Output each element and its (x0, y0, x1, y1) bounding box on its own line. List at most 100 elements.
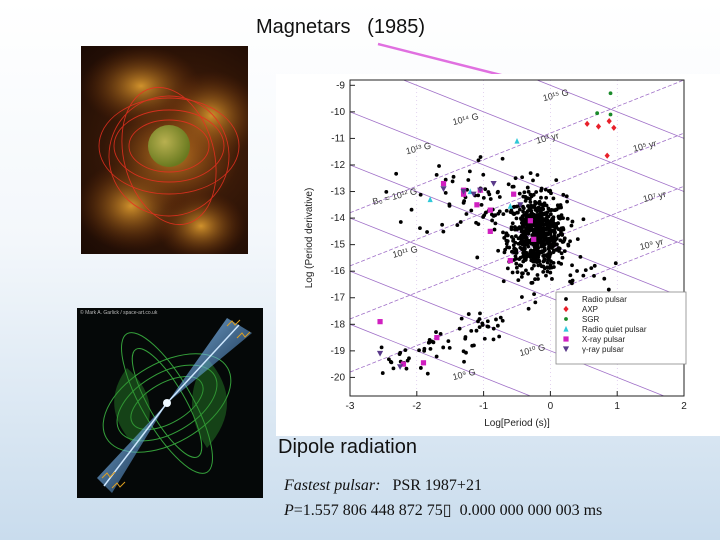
field-line (535, 80, 684, 139)
radio-pulsar-point (482, 336, 487, 341)
radio-pulsar-point (531, 178, 535, 183)
series-axp (584, 118, 617, 159)
radio-pulsar-point (541, 269, 546, 274)
data-point (490, 180, 497, 187)
radio-pulsar-point (481, 215, 486, 219)
radio-pulsar-point (441, 345, 446, 350)
data-point (606, 118, 612, 125)
radio-pulsar-point (513, 234, 518, 239)
radio-pulsar-point (524, 240, 529, 245)
radio-pulsar-point (446, 339, 451, 344)
radio-pulsar-point (532, 227, 537, 232)
data-point (460, 188, 467, 195)
radio-pulsar-point (560, 232, 565, 237)
radio-pulsar-point (496, 248, 501, 253)
radio-pulsar-point (554, 207, 559, 212)
radio-pulsar-point (535, 242, 540, 247)
radio-pulsar-point (518, 245, 523, 250)
radio-pulsar-point (539, 237, 544, 242)
radio-pulsar-point (539, 211, 544, 215)
radio-pulsar-point (526, 271, 530, 276)
radio-pulsar-point (417, 348, 421, 353)
radio-pulsar-point (583, 268, 588, 273)
radio-pulsar-point (523, 257, 528, 262)
x-tick-label: -2 (412, 401, 421, 412)
radio-pulsar-point (467, 169, 472, 174)
field-line-label: 10¹¹ G (391, 244, 418, 260)
radio-pulsar-point (501, 279, 506, 284)
radio-pulsar-point (561, 227, 566, 232)
radio-pulsar-point (491, 214, 496, 218)
radio-pulsar-point (513, 176, 518, 181)
radio-pulsar-point (558, 238, 563, 243)
x-axis: -3 -2 -1 0 1 2 (346, 391, 687, 412)
data-points (376, 91, 618, 376)
radio-pulsar-point (516, 278, 521, 283)
radio-pulsar-point (463, 336, 468, 341)
radio-pulsar-point (485, 319, 490, 324)
radio-pulsar-point (541, 222, 546, 227)
data-point (511, 191, 517, 197)
magnetar-illustration (81, 46, 248, 254)
radio-pulsar-point (551, 238, 556, 243)
radio-pulsar-point (418, 226, 422, 231)
radio-pulsar-point (515, 204, 519, 209)
radio-pulsar-point (434, 330, 438, 334)
legend-marker (563, 336, 569, 342)
radio-pulsar-point (606, 287, 611, 292)
radio-pulsar-point (517, 207, 522, 212)
radio-pulsar-point (475, 255, 480, 260)
radio-pulsar-point (560, 255, 565, 260)
radio-pulsar-point (514, 216, 519, 221)
radio-pulsar-point (528, 196, 532, 201)
radio-pulsar-point (506, 182, 511, 187)
data-point (595, 123, 602, 130)
radio-pulsar-point (565, 216, 570, 221)
radio-pulsar-point (551, 261, 556, 265)
y-tick-label: -13 (331, 187, 346, 198)
data-point (376, 350, 384, 357)
field-line (402, 80, 684, 192)
radio-pulsar-point (510, 221, 515, 226)
radio-pulsar-point (507, 245, 512, 250)
radio-pulsar-point (526, 231, 531, 236)
radio-pulsar-point (500, 156, 505, 161)
radio-pulsar-point (459, 316, 464, 321)
radio-pulsar-point (543, 248, 547, 253)
field-line-label: 10¹⁰ G (518, 342, 546, 358)
radio-pulsar-point (531, 241, 536, 246)
legend-label: Radio pulsar (582, 295, 627, 304)
age-line-label: 10³ yr (535, 130, 560, 145)
radio-pulsar-point (570, 219, 575, 224)
radio-pulsar-point (481, 195, 486, 200)
radio-pulsar-point (551, 196, 556, 201)
radio-pulsar-point (530, 250, 535, 255)
legend-label: γ-ray pulsar (582, 345, 624, 354)
data-point (397, 364, 404, 370)
radio-pulsar-point (480, 321, 485, 326)
radio-pulsar-point (520, 175, 525, 180)
data-point (604, 152, 610, 159)
radio-pulsar-point (544, 216, 548, 221)
radio-pulsar-point (422, 348, 427, 353)
age-line-label: 10⁷ yr (642, 189, 667, 204)
radio-pulsar-point (501, 230, 505, 235)
pulsar-beam-graphic (97, 318, 252, 493)
radio-pulsar-point (427, 337, 432, 342)
dipole-caption: Dipole radiation (278, 436, 417, 458)
radio-pulsar-point (464, 212, 469, 216)
radio-pulsar-point (425, 230, 429, 234)
x-tick-label: -3 (346, 401, 355, 412)
legend-box (555, 291, 687, 365)
radio-pulsar-point (533, 256, 538, 261)
radio-pulsar-point (559, 213, 564, 218)
radio-pulsar-point (497, 195, 502, 199)
radio-pulsar-point (538, 228, 543, 233)
radio-pulsar-point (533, 300, 538, 305)
guide-lines (350, 80, 684, 396)
radio-pulsar-point (504, 238, 509, 243)
radio-pulsar-point (532, 215, 537, 220)
radio-pulsar-point (474, 328, 479, 333)
radio-pulsar-point (443, 190, 448, 195)
radio-pulsar-point (521, 233, 526, 237)
